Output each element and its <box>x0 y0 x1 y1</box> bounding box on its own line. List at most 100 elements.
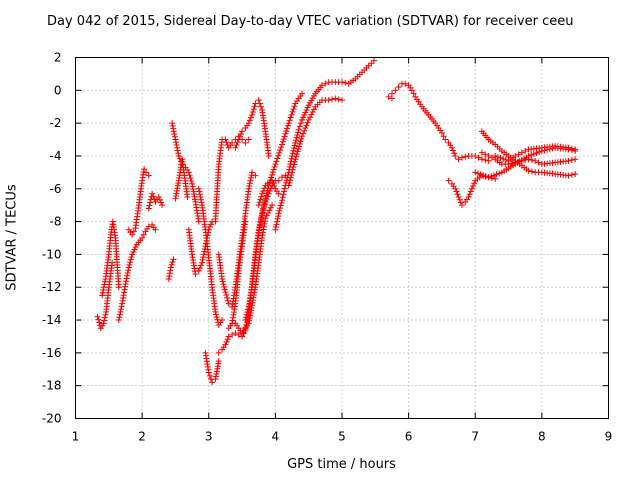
data-point <box>171 133 178 140</box>
data-point <box>295 129 302 136</box>
data-point <box>277 147 284 154</box>
data-point <box>170 256 177 263</box>
data-point <box>281 133 288 140</box>
data-point <box>258 193 265 200</box>
data-point <box>291 145 298 152</box>
data-point <box>212 308 219 315</box>
data-point <box>465 193 472 200</box>
data-point <box>192 271 199 278</box>
data-point <box>279 141 286 148</box>
data-point <box>289 152 296 159</box>
data-point <box>267 185 274 192</box>
data-point <box>139 235 146 241</box>
data-point <box>169 120 176 127</box>
data-point <box>452 185 459 192</box>
data-point <box>259 190 266 197</box>
data-point <box>281 185 288 192</box>
data-point <box>275 177 282 184</box>
data-point <box>454 191 461 198</box>
data-point <box>252 172 259 179</box>
data-point <box>263 196 270 203</box>
data-point <box>187 175 194 182</box>
data-point <box>199 256 206 263</box>
data-point <box>270 180 277 187</box>
data-point <box>275 213 282 220</box>
data-point <box>568 157 575 164</box>
data-point <box>295 146 302 153</box>
data-point <box>402 80 409 87</box>
data-point <box>172 136 179 143</box>
data-point <box>290 106 297 113</box>
data-point <box>145 205 152 212</box>
data-point <box>195 185 202 192</box>
data-point <box>292 139 299 146</box>
data-point <box>565 144 572 151</box>
data-point <box>304 119 311 126</box>
data-point <box>512 152 519 159</box>
data-point <box>478 156 485 163</box>
data-point <box>272 161 279 168</box>
data-point <box>565 157 572 164</box>
data-point <box>233 142 240 149</box>
data-point <box>220 281 227 288</box>
data-point <box>100 286 107 293</box>
data-point <box>281 188 288 195</box>
data-point <box>278 199 285 206</box>
axis-ticks: 1 2 3 4 5 6 7 8 9 2 0 -2 -4 -6 -8 -10 -12 -14 -16 -18 -20 <box>42 51 612 444</box>
data-point <box>249 109 256 116</box>
data-point <box>279 174 286 181</box>
data-point <box>100 320 107 327</box>
x-tick-label: 2 <box>138 430 146 444</box>
data-point <box>296 143 303 150</box>
data-point <box>175 152 182 159</box>
data-point <box>287 174 294 181</box>
data-point <box>149 190 156 197</box>
data-point <box>223 292 230 299</box>
data-point <box>102 311 109 318</box>
data-point <box>261 201 268 208</box>
data-point <box>245 306 252 313</box>
data-point <box>229 331 236 338</box>
data-point <box>186 172 193 179</box>
data-point <box>255 97 262 104</box>
x-tick-label: 1 <box>72 430 80 444</box>
data-point <box>522 148 529 155</box>
data-point <box>265 190 272 197</box>
data-point <box>568 145 575 152</box>
data-point <box>246 180 253 187</box>
data-point <box>219 278 226 285</box>
data-point <box>385 93 392 100</box>
data-point <box>301 127 308 134</box>
data-point <box>280 191 287 198</box>
data-point <box>200 254 207 261</box>
data-point <box>222 341 229 348</box>
data-point <box>572 146 579 153</box>
data-point <box>532 157 539 164</box>
data-point <box>242 218 249 225</box>
data-point <box>247 114 254 121</box>
data-point <box>125 264 132 271</box>
data-point <box>272 226 279 233</box>
data-point <box>99 289 106 296</box>
y-tick-label: 2 <box>54 51 62 65</box>
data-point <box>452 152 459 159</box>
data-point <box>275 210 282 217</box>
data-point <box>96 319 103 326</box>
data-point <box>285 120 292 127</box>
data-point <box>124 272 131 279</box>
chart-title: Day 042 of 2015, Sidereal Day-to-day VTE… <box>47 14 574 29</box>
data-point <box>266 207 273 214</box>
data-point <box>458 154 465 161</box>
y-tick-label: -18 <box>42 379 62 393</box>
data-point <box>145 223 152 230</box>
data-point <box>224 297 231 304</box>
data-point <box>155 193 162 200</box>
data-point <box>278 144 285 151</box>
data-point <box>528 168 535 175</box>
data-point <box>485 152 492 159</box>
data-point <box>311 106 318 113</box>
data-point <box>197 262 204 269</box>
data-point <box>297 138 304 145</box>
data-point <box>267 204 274 211</box>
